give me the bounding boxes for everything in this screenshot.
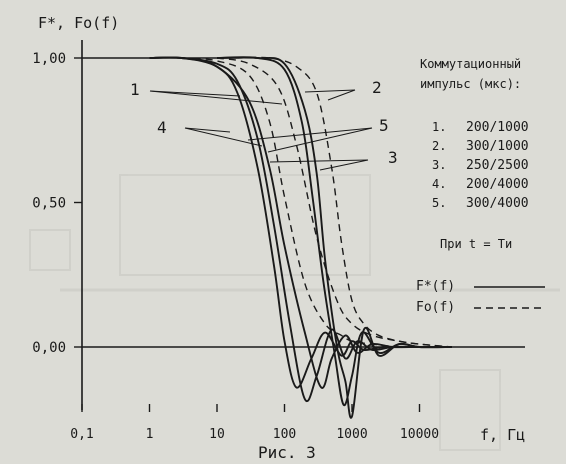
callout-leaders <box>149 89 373 171</box>
callout-label-1: 1 <box>130 80 140 99</box>
callout-label-2: 2 <box>372 78 382 97</box>
legend-entry-value: 300/1000 <box>466 139 529 154</box>
series-solid-3 <box>149 56 452 389</box>
axes <box>81 40 525 410</box>
x-tick-label: 1000 <box>336 427 367 442</box>
legend-entry-value: 300/4000 <box>466 196 529 211</box>
series-dashed-3 <box>216 57 452 348</box>
series-solid-5 <box>216 56 452 407</box>
series-group <box>149 56 452 419</box>
leader-line <box>304 89 356 93</box>
legend-entry-value: 250/2500 <box>466 158 529 173</box>
leader-line <box>149 90 241 97</box>
y-axis-label: F*, Fo(f) <box>38 14 119 32</box>
leader-line <box>319 159 369 171</box>
x-tick-label: 1 <box>146 427 154 442</box>
x-tick-label: 10 <box>209 427 225 442</box>
series-solid-1 <box>149 56 452 402</box>
y-tick-label: 0,00 <box>32 340 66 356</box>
legend-entry-value: 200/1000 <box>466 120 529 135</box>
leader-line <box>269 159 369 163</box>
legend-entry-number: 5. <box>432 196 446 210</box>
callout-label-4: 4 <box>157 118 167 137</box>
x-tick-label: 0,1 <box>70 427 93 442</box>
legend-title-line1: Коммутационный <box>420 57 521 71</box>
legend-entry-number: 3. <box>432 158 446 172</box>
figure-caption: Рис. 3 <box>258 443 316 462</box>
leader-line <box>149 90 283 105</box>
legend-entry-number: 1. <box>432 120 446 134</box>
callout-label-3: 3 <box>388 148 398 167</box>
legend-title-line2: импульс (мкс): <box>420 77 521 91</box>
legend-style-label-solid: F*(f) <box>416 279 455 294</box>
legend-entries: 1. 200/1000 2. 300/1000 3. 250/2500 4. 200/4000… <box>432 120 529 211</box>
y-tick-label: 1,00 <box>32 51 66 67</box>
leader-line <box>184 127 263 147</box>
x-axis-label: f, Гц <box>480 426 525 444</box>
legend-entry-number: 2. <box>432 139 446 153</box>
background-artifacts <box>29 174 560 451</box>
legend-entry-value: 200/4000 <box>466 177 529 192</box>
legend: Коммутационный импульс (мкс): 1. 200/1000… <box>416 57 545 315</box>
series-solid-4 <box>149 56 452 389</box>
leader-line <box>184 127 231 133</box>
x-tick-label: 100 <box>273 427 296 442</box>
bg-box <box>439 369 501 451</box>
legend-entry-number: 4. <box>432 177 446 191</box>
x-tick-label: 10000 <box>400 427 439 442</box>
bg-box <box>29 229 71 271</box>
bg-box <box>119 174 371 276</box>
leader-line <box>247 127 373 141</box>
leader-line <box>327 89 356 101</box>
series-dashed-1 <box>181 57 452 348</box>
leader-line <box>267 127 373 153</box>
legend-style-label-dashed: Fo(f) <box>416 300 455 315</box>
series-solid-2 <box>216 56 452 419</box>
y-tick-label: 0,50 <box>32 196 66 212</box>
legend-condition: При t = Tи <box>440 237 512 251</box>
callout-label-5: 5 <box>379 116 389 135</box>
axis-ticks: 0,1 1 10 100 1000 10000 1,00 0,50 0,00 <box>32 51 439 442</box>
